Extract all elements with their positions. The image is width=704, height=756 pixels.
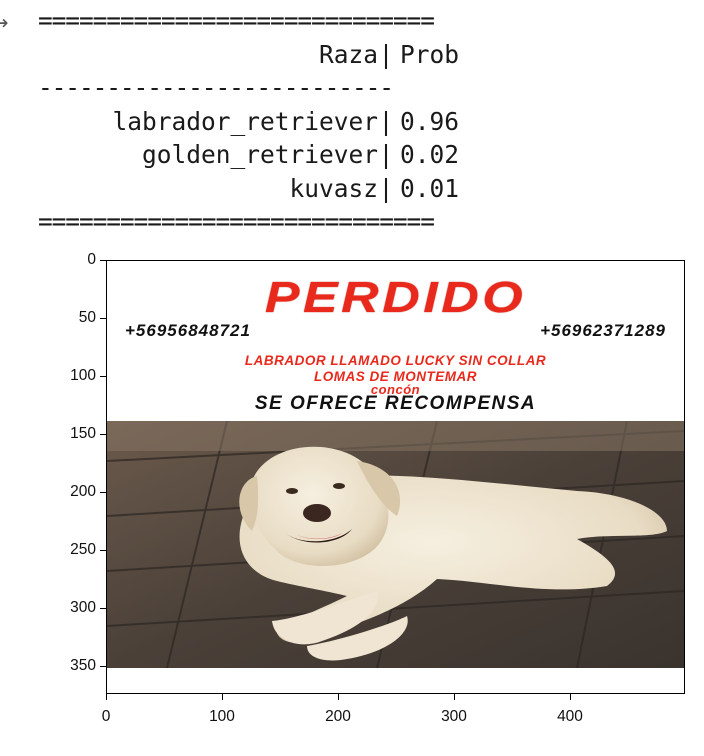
poster-phones: +56956848721 +56962371289: [125, 321, 666, 341]
table-row: golden_retriever | 0.02: [38, 138, 538, 172]
dog-photo: [107, 421, 684, 668]
output-arrow-icon: ↳: [0, 8, 11, 32]
y-tick-mark: [100, 434, 106, 435]
y-tick-mark: [100, 492, 106, 493]
separator-bottom: =============================: [38, 207, 435, 236]
y-tick-label: 300: [70, 599, 96, 616]
x-tick-label: 300: [441, 708, 467, 725]
breed-cell: labrador_retriever: [112, 106, 378, 136]
image-plot: PERDIDO +56956848721 +56962371289 LABRAD…: [0, 250, 704, 756]
table-header: Raza | Prob: [38, 38, 538, 72]
column-divider: |: [378, 140, 394, 169]
y-tick-label: 350: [70, 657, 96, 674]
x-tick-label: 200: [325, 708, 351, 725]
prob-cell: 0.96: [400, 106, 460, 136]
poster-header: PERDIDO +56956848721 +56962371289 LABRAD…: [107, 261, 684, 419]
column-divider: |: [378, 173, 394, 203]
phone-number-2: +56962371289: [540, 321, 666, 340]
y-tick-label: 150: [70, 425, 96, 442]
phone-number-1: +56956848721: [125, 321, 251, 340]
x-tick-label: 100: [209, 708, 235, 725]
poster-location: LOMAS DE MONTEMAR: [314, 369, 477, 384]
x-tick-mark: [454, 694, 455, 700]
poster-description: LABRADOR LLAMADO LUCKY SIN COLLAR: [244, 353, 547, 368]
x-tick-mark: [570, 694, 571, 700]
table-row: kuvasz | 0.01: [38, 172, 538, 206]
prob-cell: 0.01: [400, 173, 460, 203]
breed-cell: kuvasz: [289, 173, 378, 203]
poster-title: PERDIDO: [264, 273, 527, 322]
separator-mid: --------------------------: [38, 73, 394, 102]
y-tick-label: 100: [70, 367, 96, 384]
y-tick-label: 0: [87, 251, 96, 268]
poster-city: concón: [370, 382, 421, 397]
x-tick-mark: [106, 694, 107, 700]
y-tick-mark: [100, 376, 106, 377]
y-tick-mark: [100, 550, 106, 551]
x-tick-mark: [222, 694, 223, 700]
separator-top: =============================: [38, 6, 435, 35]
x-tick-label: 0: [101, 708, 111, 725]
console-output: ============================= Raza | Pro…: [38, 4, 538, 239]
x-tick-mark: [338, 694, 339, 700]
breed-cell: golden_retriever: [141, 140, 378, 169]
header-raza: Raza: [318, 39, 378, 69]
y-tick-mark: [100, 260, 106, 261]
y-tick-mark: [100, 318, 106, 319]
image-bottom-strip: [107, 668, 684, 693]
table-row: labrador_retriever | 0.96: [38, 105, 538, 139]
y-tick-label: 250: [70, 541, 96, 558]
poster-reward: SE OFRECE RECOMPENSA: [254, 393, 537, 414]
column-divider: |: [378, 39, 394, 69]
column-divider: |: [378, 106, 394, 136]
x-tick-label: 400: [557, 708, 583, 725]
prob-cell: 0.02: [400, 140, 460, 169]
plot-area: PERDIDO +56956848721 +56962371289 LABRAD…: [106, 260, 685, 694]
y-tick-label: 50: [78, 309, 96, 326]
y-tick-mark: [100, 666, 106, 667]
y-tick-label: 200: [70, 483, 96, 500]
y-tick-mark: [100, 608, 106, 609]
header-prob: Prob: [400, 39, 460, 69]
